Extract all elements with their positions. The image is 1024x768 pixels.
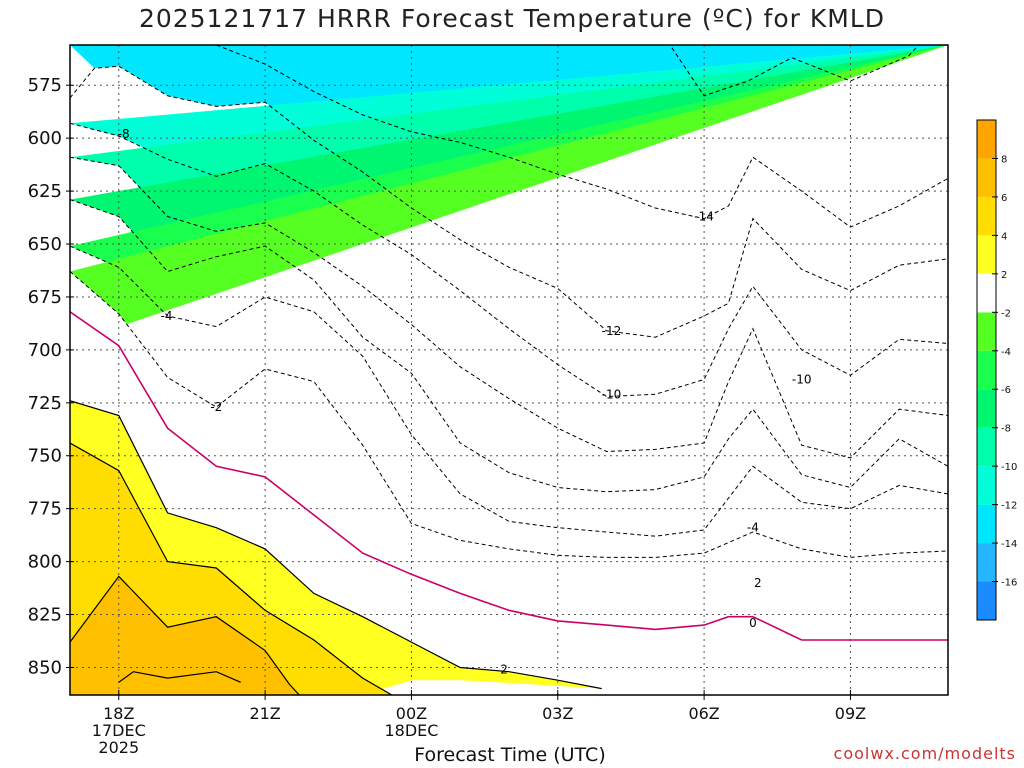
isotherm--12 [70, 65, 948, 338]
isotherm-4 [70, 442, 393, 695]
y-tick-label: 600 [28, 128, 62, 149]
colorbar-swatch [977, 466, 996, 505]
isotherm--16 [372, 45, 920, 97]
colorbar-label: -8 [1001, 424, 1011, 435]
x-tick-label: 06Z [688, 704, 719, 723]
contour-label: 2 [754, 576, 762, 590]
colorbar-swatch [977, 273, 996, 313]
y-tick-label: 750 [28, 446, 62, 467]
colorbar-swatch [977, 389, 996, 428]
colorbar-swatch [977, 235, 996, 274]
temp-band-6_8 [70, 576, 300, 695]
colorbar-label: -2 [1001, 308, 1011, 319]
colorbar-label: 4 [1001, 231, 1007, 242]
colorbar-swatch [977, 158, 996, 197]
colorbar-label: -10 [1001, 462, 1017, 473]
colorbar-swatch [977, 350, 996, 390]
chart-title: 2025121717 HRRR Forecast Temperature (ºC… [138, 4, 886, 33]
x-tick-label: 21Z [249, 704, 280, 723]
y-tick-label: 625 [28, 181, 62, 202]
isotherm--6 [70, 199, 948, 493]
colorbar-label: 6 [1001, 193, 1007, 204]
plot-area: -8 -4 -2 -14 -12 -10 -10 -4 2 0 2 [70, 45, 948, 695]
y-tick-label: 650 [28, 234, 62, 255]
colorbar-label: -4 [1001, 347, 1011, 358]
colorbar-swatch [977, 196, 996, 236]
x-tick-label: 17DEC [92, 721, 146, 740]
contour-label: 0 [749, 616, 757, 630]
contour-label: -4 [747, 521, 759, 535]
colorbar-label: 2 [1001, 270, 1007, 281]
contour-label: -10 [602, 387, 622, 401]
colorbar-swatch [977, 543, 996, 582]
x-tick-label: 2025 [98, 738, 139, 757]
y-tick-label: 575 [28, 75, 62, 96]
y-tick-label: 675 [28, 287, 62, 308]
contour-label: -2 [210, 400, 222, 414]
contour-label: -10 [792, 373, 812, 387]
y-tick-label: 775 [28, 499, 62, 520]
contour-label: -8 [118, 127, 130, 141]
x-tick-label: 18Z [103, 704, 134, 723]
x-tick-label: 00Z [396, 704, 427, 723]
isotherm--8 [70, 156, 948, 459]
x-tick-label: 03Z [542, 704, 573, 723]
colorbar-swatch [977, 312, 996, 351]
contour-label: -4 [161, 309, 173, 323]
x-tick-label: 09Z [835, 704, 866, 723]
colorbar-label: -16 [1001, 578, 1017, 589]
colorbar-swatch [977, 427, 996, 467]
colorbar-frame [976, 119, 997, 621]
colorbar-label: -6 [1001, 385, 1011, 396]
colorbar-label: -12 [1001, 501, 1017, 512]
isotherm--10 [70, 122, 948, 398]
isotherm--4 [70, 245, 948, 537]
y-tick-label: 700 [28, 340, 62, 361]
x-tick-label: 18DEC [384, 721, 438, 740]
contour-label: -12 [602, 324, 622, 338]
y-tick-label: 800 [28, 552, 62, 573]
temp-band--2_2 [70, 45, 948, 643]
isotherm-8 [118, 671, 241, 683]
y-tick-label: 725 [28, 393, 62, 414]
contour-label: -14 [694, 209, 714, 223]
isotherm-0 [70, 311, 948, 641]
colorbar-label: -14 [1001, 539, 1017, 550]
isotherm-6 [70, 575, 300, 695]
colorbar-label: 8 [1001, 154, 1007, 165]
isotherm--14 [216, 45, 948, 228]
colorbar-swatch [977, 120, 996, 159]
contour-label: 2 [500, 663, 508, 677]
y-tick-label: 825 [28, 605, 62, 626]
isotherm-2 [70, 400, 602, 690]
x-axis-label: Forecast Time (UTC) [414, 744, 606, 766]
isotherm--2 [70, 271, 948, 558]
colorbar-swatch [977, 504, 996, 544]
source-credit: coolwx.com/modelts [833, 744, 1016, 763]
y-tick-label: 850 [28, 657, 62, 678]
plot-frame [69, 44, 949, 696]
colorbar-swatch [977, 581, 996, 620]
